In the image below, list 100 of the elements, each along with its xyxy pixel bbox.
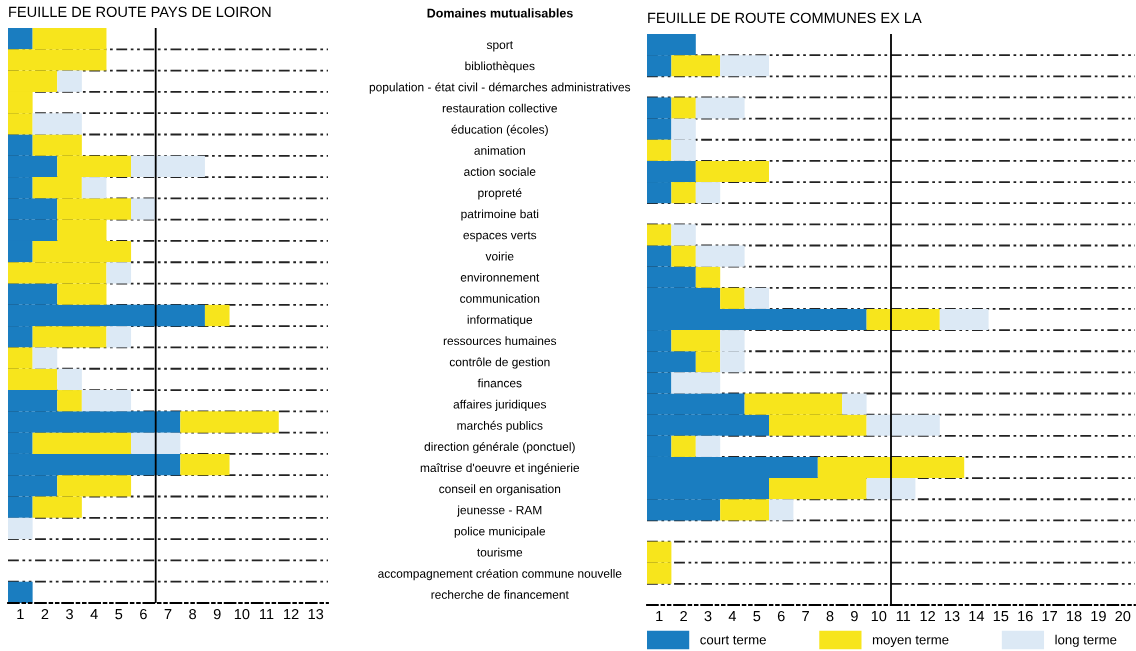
bar: [842, 393, 867, 415]
bar: [81, 177, 107, 199]
x-tick-label: 13: [945, 610, 960, 622]
bar: [671, 245, 696, 267]
chart-title: FEUILLE DE ROUTE COMMUNES EX LA: [648, 12, 922, 24]
bar: [744, 287, 769, 309]
bar: [720, 499, 769, 521]
legend-label: court terme: [700, 635, 766, 645]
y-tick-label: communication: [460, 294, 540, 303]
bar: [671, 224, 696, 246]
y-tick-label: conseil en organisation: [439, 484, 561, 496]
x-tick-label: 7: [164, 609, 172, 620]
bar: [57, 368, 82, 391]
bar: [32, 326, 107, 348]
bar: [939, 308, 989, 331]
x-tick-label: 4: [728, 611, 737, 622]
x-tick-label: 11: [260, 609, 274, 620]
bar: [695, 266, 721, 288]
bar: [131, 432, 181, 454]
y-tick-label: espaces verts: [463, 231, 537, 242]
x-tick-label: 3: [66, 608, 73, 620]
bar: [671, 55, 721, 77]
chart-title: FEUILLE DE ROUTE PAYS DE LOIRON: [9, 6, 271, 18]
x-tick-label: 9: [851, 610, 858, 622]
bar: [695, 160, 769, 183]
y-tick-label: tourisme: [477, 547, 523, 557]
y-tick-label: bibliothèques: [465, 61, 535, 73]
y-tick-label: contrôle de gestion: [449, 357, 550, 369]
x-tick-label: 8: [826, 610, 834, 622]
bar: [204, 304, 230, 327]
y-tick-label: voirie: [485, 251, 514, 261]
y-tick-label: police municipale: [454, 526, 546, 538]
bar: [57, 70, 82, 92]
y-tick-label: propreté: [478, 188, 522, 200]
x-tick-label: 11: [896, 611, 911, 622]
bar: [131, 198, 156, 220]
bar: [106, 326, 132, 348]
bar: [32, 113, 82, 135]
y-tick-label: action sociale: [464, 167, 536, 176]
x-tick-label: 2: [41, 608, 49, 620]
y-tick-label: population - état civil - démarches administratives: [369, 82, 631, 94]
x-tick-label: 13: [308, 608, 324, 620]
bar: [57, 390, 82, 412]
x-tick-label: 8: [189, 608, 197, 620]
y-tick-label: accompagnement création commune nouvelle: [378, 568, 622, 581]
bar: [8, 581, 33, 603]
x-tick-label: 19: [1091, 610, 1106, 622]
y-tick-label: sport: [486, 41, 513, 52]
bar: [647, 139, 672, 161]
y-tick-label: direction générale (ponctuel): [424, 441, 575, 454]
y-tick-label: patrimoine bati: [461, 209, 539, 221]
bar: [695, 245, 745, 267]
bar: [769, 499, 794, 521]
bar: [866, 308, 940, 331]
bar: [671, 435, 696, 457]
y-tick-label: recherche de financement: [431, 590, 569, 599]
bar: [671, 182, 696, 204]
x-tick-label: 10: [871, 610, 887, 622]
x-tick-label: 20: [1115, 610, 1131, 622]
bar: [81, 390, 132, 412]
x-tick-label: 3: [704, 610, 712, 622]
y-tick-label: marchés publics: [457, 420, 543, 433]
bar: [866, 478, 916, 500]
x-tick-label: 16: [1018, 610, 1033, 622]
bar: [671, 97, 696, 119]
bar: [647, 224, 672, 246]
x-tick-label: 12: [920, 610, 935, 622]
bar: [32, 432, 132, 454]
x-tick-label: 6: [777, 610, 785, 622]
x-tick-label: 10: [234, 608, 250, 620]
bar: [180, 453, 230, 476]
bar: [106, 262, 132, 284]
y-tick-label: informatique: [467, 315, 533, 327]
y-tick-label: éducation (écoles): [451, 124, 548, 137]
bar: [695, 182, 721, 204]
y-tick-label: ressources humaines: [443, 336, 557, 346]
x-tick-label: 5: [115, 609, 123, 620]
y-tick-label: maîtrise d'oeuvre et ingénierie: [420, 463, 580, 475]
x-tick-label: 18: [1067, 610, 1082, 622]
x-tick-label: 14: [969, 611, 985, 622]
bar: [131, 155, 205, 178]
x-tick-label: 17: [1042, 611, 1057, 622]
legend-label: long terme: [1055, 634, 1117, 648]
bar: [695, 97, 745, 119]
x-tick-label: 5: [753, 611, 761, 622]
legend-label: moyen terme: [872, 635, 949, 648]
y-tick-label: finances: [477, 378, 522, 388]
bar: [720, 287, 745, 309]
x-tick-label: 4: [90, 609, 98, 620]
y-tick-label: jeunesse - RAM: [457, 505, 542, 517]
x-tick-label: 1: [656, 611, 663, 622]
x-tick-label: 6: [140, 608, 147, 620]
x-tick-label: 15: [993, 611, 1009, 622]
y-tick-label: restauration collective: [442, 103, 558, 113]
y-tick-label: environnement: [460, 272, 540, 282]
x-tick-label: 2: [680, 610, 687, 622]
x-tick-label: 9: [213, 608, 221, 620]
bar: [32, 347, 58, 369]
x-tick-label: 7: [802, 611, 809, 622]
x-tick-label: 1: [17, 609, 24, 620]
